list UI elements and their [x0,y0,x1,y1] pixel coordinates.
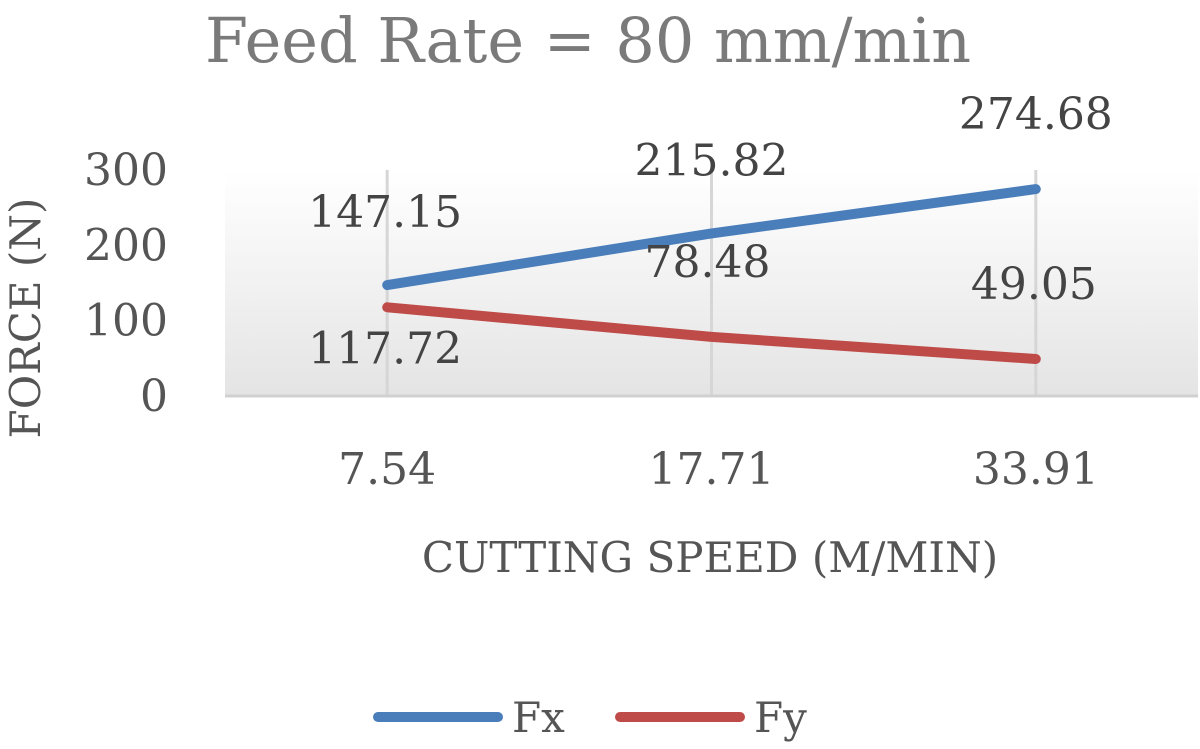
x-tick-label: 17.71 [649,444,775,495]
x-axis-label: CUTTING SPEED (M/MIN) [422,533,998,582]
y-tick-label: 0 [140,371,168,422]
data-label-fy: 117.72 [308,323,462,374]
x-tick-label: 33.91 [973,444,1099,495]
series-line-fy [382,302,1041,364]
x-tick-label: 7.54 [338,444,436,495]
data-label-fy: 49.05 [971,259,1097,310]
y-tick-label: 200 [84,220,168,271]
legend-label-fx: Fx [512,693,565,742]
y-axis-label: FORCE (N) [1,198,50,439]
data-label-fy: 78.48 [645,237,771,288]
data-label-fx: 274.68 [959,89,1113,140]
y-tick-label: 100 [84,296,168,347]
chart-title: Feed Rate = 80 mm/min [205,4,971,77]
data-label-fx: 147.15 [308,187,462,238]
data-label-fx: 215.82 [635,135,789,186]
legend: Fx Fy [373,693,807,742]
plot-area: 0 100 200 300 7.54 17.71 33.91 147.15 215.82 274.… [84,89,1198,495]
series-line-fx [382,184,1041,291]
legend-label-fy: Fy [754,693,807,742]
y-tick-label: 300 [84,145,168,196]
